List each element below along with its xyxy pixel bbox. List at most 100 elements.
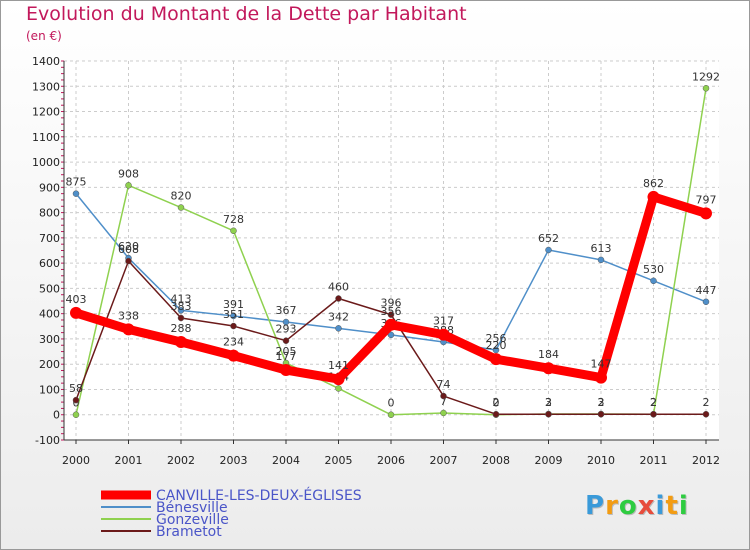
data-label: 396 [381,297,402,310]
y-tick-label: 300 [39,333,60,346]
data-point [72,396,80,404]
data-point [545,246,552,254]
y-tick-label: 1100 [32,131,60,144]
x-tick-label: 2005 [325,454,353,467]
data-point [702,410,710,418]
data-label: 820 [171,190,192,203]
data-point [125,257,132,265]
y-tick-label: 700 [39,232,60,245]
data-point [597,410,605,418]
data-point [437,328,450,341]
y-tick-label: -100 [35,434,60,447]
x-tick-label: 2007 [430,454,458,467]
data-point [385,318,397,331]
y-tick-label: 1400 [32,55,60,68]
data-label: 2 [545,396,552,409]
data-label: 7 [440,395,447,408]
data-label: 3 [598,396,605,409]
data-label: 220 [486,339,507,352]
data-label: 177 [276,350,297,363]
data-point [335,295,342,302]
data-point [387,311,395,318]
data-label: 147 [591,358,612,371]
data-label: 256 [486,332,507,345]
x-tick-label: 2012 [692,454,720,467]
data-label: 460 [328,281,349,294]
data-label: 613 [591,242,612,255]
data-label: 608 [118,243,139,256]
y-tick-label: 900 [39,181,60,194]
x-tick-label: 2011 [640,454,668,467]
data-point [282,337,290,344]
data-label: 74 [437,378,451,391]
logo-letter: i [678,491,689,521]
chart-title: Evolution du Montant de la Dette par Hab… [26,3,467,25]
data-point [280,364,292,377]
data-label: 342 [328,310,349,323]
data-point [702,298,710,306]
data-point [387,411,395,418]
data-label: 447 [696,284,717,297]
x-tick-label: 2003 [220,454,248,467]
data-label: 908 [118,167,139,180]
y-tick-label: 100 [39,383,60,396]
legend-label: Brametot [156,524,222,540]
y-tick-label: 1300 [32,80,60,93]
data-point [177,204,185,211]
logo-letter: r [605,491,619,521]
data-label: 3 [545,396,552,409]
x-tick-label: 2000 [62,454,90,467]
data-point [545,410,552,418]
data-label: 234 [223,336,244,349]
data-point [650,410,657,418]
data-point [177,307,185,314]
data-point [125,182,132,189]
data-label: 351 [223,308,244,321]
data-point [282,318,290,326]
data-point [542,362,555,375]
data-point [492,410,500,418]
data-label: 0 [388,397,395,410]
x-tick-label: 2001 [115,454,143,467]
legend-label: Gonzeville [156,512,229,528]
plot-area [64,61,719,440]
data-point [227,349,240,362]
x-tick-label: 2010 [587,454,615,467]
data-label: 58 [69,382,83,395]
data-point [647,190,660,203]
data-point [597,256,605,264]
data-label: 141 [328,359,349,372]
data-label: 2 [598,396,605,409]
data-label: 293 [276,323,297,336]
data-label: 1292 [692,70,720,83]
y-tick-label: 1200 [32,106,60,119]
y-tick-label: 800 [39,207,60,220]
data-point [335,325,342,332]
data-label: 2 [493,396,500,409]
data-label: 797 [696,193,717,206]
data-label: 356 [381,305,402,318]
legend-label: Bénesville [156,500,228,516]
logo-letter: P [585,491,606,521]
data-label: 403 [66,293,87,306]
y-tick-label: 500 [39,282,60,295]
data-point [490,353,502,366]
data-label: 383 [171,300,192,313]
data-point [175,335,187,348]
data-point [440,409,447,417]
data-point [335,385,342,392]
data-point [595,371,607,384]
logo-letter: i [655,491,666,521]
data-label: 391 [223,298,244,311]
chart-unit: (en €) [26,29,62,43]
data-label: 288 [171,322,192,335]
x-tick-label: 2008 [482,454,510,467]
data-label: 2 [650,396,657,409]
x-tick-label: 2004 [272,454,300,467]
data-point [700,207,712,220]
data-point [650,277,657,285]
data-label: 620 [118,240,139,253]
data-label: 652 [538,232,559,245]
